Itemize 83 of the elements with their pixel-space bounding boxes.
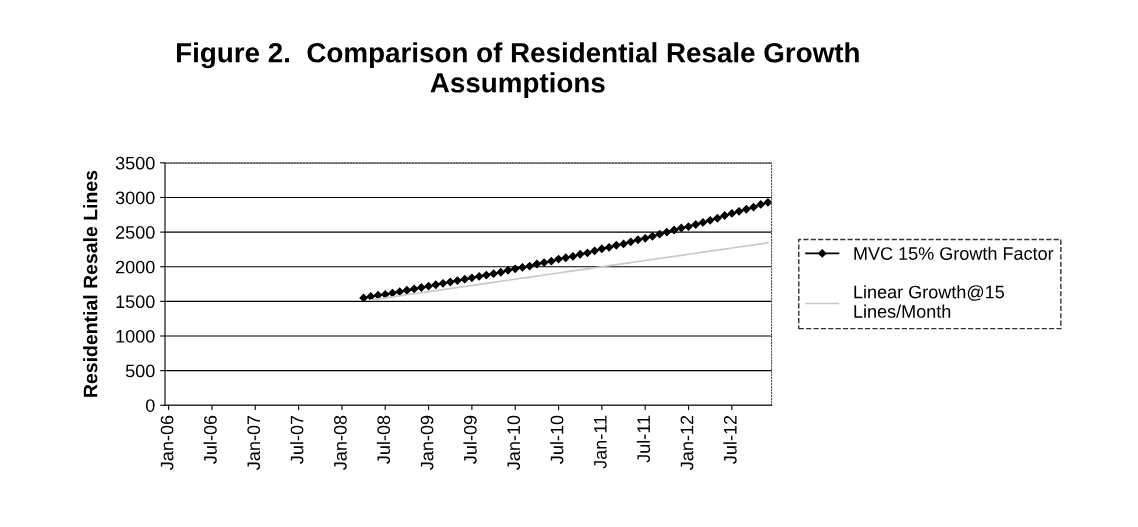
y-tick-label: 3500	[115, 156, 155, 170]
point	[713, 214, 722, 223]
point	[727, 209, 736, 218]
point	[446, 277, 455, 287]
point	[633, 235, 643, 244]
point	[684, 222, 693, 231]
point	[655, 230, 664, 239]
y-tick-label: 1000	[116, 329, 155, 343]
point	[756, 200, 765, 209]
point	[366, 292, 375, 301]
x-tick-label: Jul-09	[463, 415, 477, 464]
x-tick-label: Jan-11	[594, 415, 607, 469]
point	[402, 286, 412, 295]
x-tick-label: Jan-10	[507, 415, 521, 470]
point	[388, 288, 397, 298]
legend-label: MVC 15% Growth Factor	[854, 246, 1054, 260]
x-tick-label: Jul-10	[550, 415, 564, 464]
point	[525, 261, 534, 271]
x-tick-label: Jul-08	[376, 415, 391, 464]
point	[482, 270, 491, 280]
point	[590, 246, 599, 255]
x-tick-label: Jul-06	[203, 415, 217, 464]
point	[489, 269, 498, 278]
point	[409, 284, 419, 294]
point	[691, 220, 700, 229]
legend-label: Linear Growth@15 Lines/Month	[854, 285, 1005, 318]
point	[734, 207, 744, 216]
point	[742, 205, 751, 214]
point	[474, 272, 484, 281]
x-tick-label: Jan-09	[420, 415, 434, 470]
point	[706, 216, 715, 225]
point	[749, 203, 758, 212]
y-tick-label: 0	[145, 399, 155, 412]
point	[511, 264, 520, 273]
point	[763, 198, 772, 207]
point	[518, 263, 527, 272]
point	[503, 266, 513, 275]
point	[438, 279, 448, 288]
point	[626, 237, 635, 246]
point	[431, 280, 440, 289]
point	[417, 283, 426, 292]
point	[460, 275, 469, 284]
y-tick-label: 500	[125, 364, 155, 378]
point	[698, 218, 708, 227]
point	[381, 290, 390, 299]
y-tick-label: 3000	[115, 191, 155, 205]
point	[547, 257, 556, 266]
point	[677, 223, 686, 233]
point	[662, 227, 671, 237]
point	[424, 281, 433, 291]
point	[720, 211, 729, 220]
point	[395, 287, 404, 296]
y-tick-label: 2500	[116, 226, 155, 239]
point	[539, 258, 549, 267]
point	[453, 276, 462, 285]
x-tick-label: Jul-07	[290, 415, 304, 464]
x-tick-label: Jan-06	[160, 415, 174, 470]
y-axis-title: Residential Resale Lines	[83, 170, 98, 397]
point	[467, 273, 477, 282]
point	[373, 291, 383, 300]
y-tick-label: 2000	[116, 260, 155, 274]
point	[604, 243, 614, 252]
point	[554, 254, 563, 264]
x-tick-label: Jan-07	[247, 415, 261, 470]
point	[612, 241, 621, 250]
x-tick-label: Jul-11	[636, 415, 651, 463]
point	[648, 232, 657, 241]
chart-title: Figure 2. Comparison of Residential Resale Growth Assumptions	[177, 42, 859, 99]
x-tick-label: Jul-12	[723, 415, 737, 464]
y-tick-label: 1500	[116, 295, 155, 309]
point	[576, 250, 585, 259]
x-tick-label: Jan-08	[333, 415, 347, 470]
point	[641, 234, 650, 243]
point	[583, 248, 592, 258]
x-tick-label: Jan-12	[680, 415, 694, 470]
point	[561, 253, 570, 262]
point	[597, 244, 607, 253]
point	[532, 259, 542, 269]
point	[359, 293, 368, 303]
point	[669, 225, 679, 235]
point	[496, 268, 505, 277]
point	[568, 252, 578, 261]
point	[619, 239, 628, 249]
